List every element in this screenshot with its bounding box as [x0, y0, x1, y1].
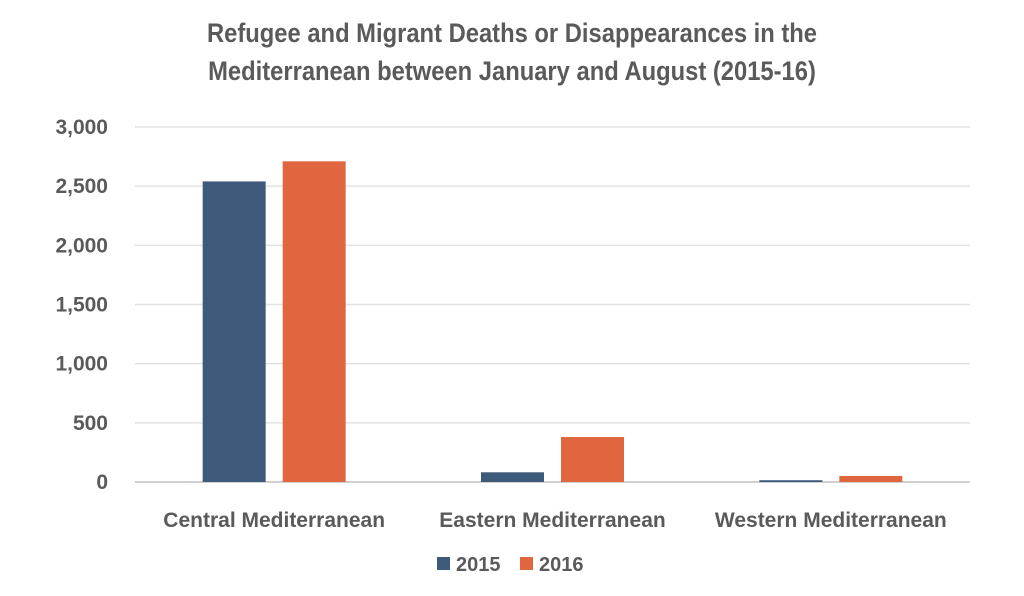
y-tick-label: 1,500 [55, 294, 108, 317]
y-tick-label: 2,000 [55, 234, 108, 257]
chart-title-line-2: Mediterranean between January and August… [208, 56, 816, 86]
bar-2016-1 [561, 437, 624, 482]
x-category-label: Central Mediterranean [163, 509, 385, 532]
legend-swatch-2015 [437, 557, 450, 570]
legend-swatch-2016 [520, 557, 533, 570]
bar-2015-2 [759, 480, 823, 482]
bar-2016-2 [839, 475, 903, 482]
y-tick-label: 500 [73, 412, 108, 435]
bar-2015-1 [481, 472, 544, 482]
x-category-label: Eastern Mediterranean [439, 509, 665, 532]
y-tick-label: 2,500 [55, 175, 108, 198]
chart-title: Refugee and Migrant Deaths or Disappeara… [61, 14, 962, 90]
y-tick-label: 1,000 [55, 353, 108, 376]
bar-2016-0 [282, 161, 346, 483]
legend-label: 2016 [539, 554, 584, 576]
bar-2015-0 [202, 181, 266, 482]
y-tick-label: 0 [96, 471, 108, 494]
x-category-label: Western Mediterranean [715, 509, 947, 532]
chart-title-line-1: Refugee and Migrant Deaths or Disappeara… [206, 18, 817, 48]
legend-label: 2015 [456, 554, 501, 576]
y-tick-label: 3,000 [55, 116, 108, 139]
